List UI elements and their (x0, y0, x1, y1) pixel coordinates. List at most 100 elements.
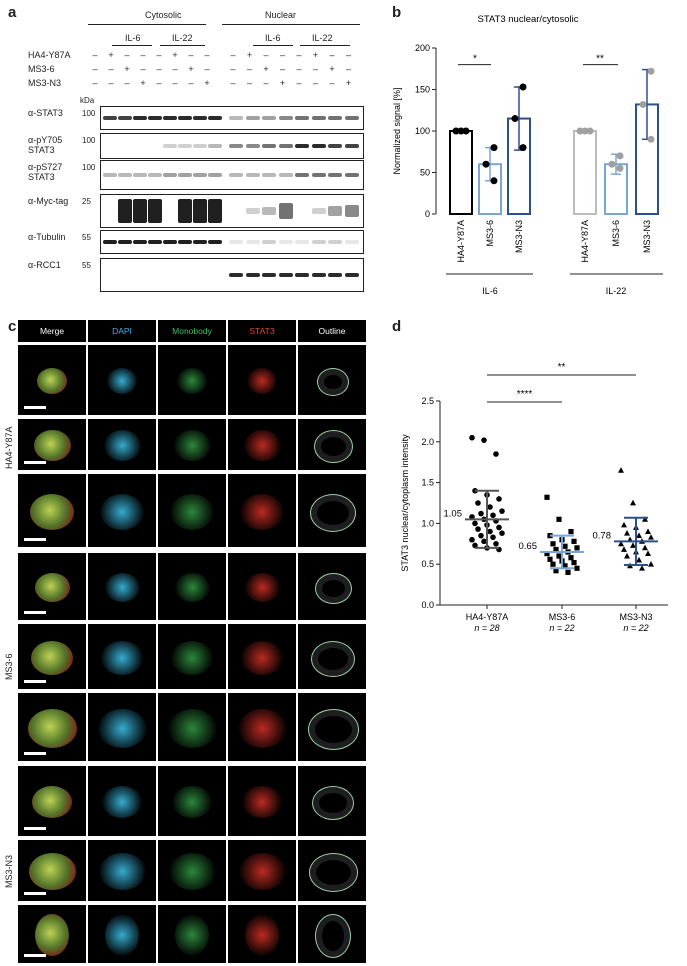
blot-band (193, 173, 207, 177)
il22-bracket-cyto (160, 45, 205, 46)
blot-band (178, 116, 192, 120)
blot-band (344, 273, 359, 277)
blot-band (229, 240, 243, 244)
data-point (618, 467, 624, 473)
channel-header: Merge (18, 320, 86, 342)
data-point (487, 504, 493, 510)
blot-band (245, 240, 260, 244)
blot-band (344, 240, 359, 244)
cell-signal (241, 640, 283, 675)
micrograph-tile (158, 624, 226, 689)
x-tick-label: MS3-N3 (619, 612, 652, 622)
condition-mark: – (188, 50, 194, 60)
blot-band (262, 144, 276, 148)
y-tick-label: 0.5 (421, 559, 434, 569)
scale-bar (24, 538, 46, 541)
condition-mark: + (312, 50, 319, 60)
cell-signal (167, 708, 217, 748)
data-point (487, 528, 493, 535)
bar-chart-title: STAT3 nuclear/cytosolic (477, 14, 578, 25)
micrograph-tile (88, 345, 156, 415)
data-point (472, 520, 478, 527)
microscopy-group-label: MS3-6 (4, 653, 14, 680)
data-point (581, 127, 589, 135)
y-tick-label: 0 (425, 209, 430, 219)
x-tick-label: MS3-N3 (642, 220, 652, 253)
data-point (478, 510, 484, 517)
scale-bar (24, 892, 46, 895)
data-point (568, 555, 574, 561)
data-point (490, 512, 496, 519)
cell-signal (240, 493, 284, 530)
condition-mark: – (92, 78, 98, 88)
condition-mark: – (230, 50, 236, 60)
blot-band (311, 173, 326, 177)
molecular-weight-label: 100 (82, 163, 96, 172)
cell-signal (311, 640, 355, 677)
condition-mark: – (140, 64, 146, 74)
blot-band (311, 116, 326, 120)
blot-band (163, 116, 177, 120)
condition-mark: + (140, 78, 146, 88)
x-tick-label: HA4-Y87A (466, 612, 509, 622)
micrograph-tile (298, 766, 366, 836)
blot-band (178, 173, 192, 177)
blot-band (163, 144, 177, 148)
data-point (616, 164, 624, 172)
micrograph-tile (18, 693, 86, 761)
cell-signal (101, 640, 143, 675)
data-point (544, 550, 550, 557)
blot-band (133, 116, 147, 120)
row-label-ha4: HA4-Y87A (28, 50, 71, 60)
micrograph-tile (228, 624, 296, 689)
cell-signal (313, 430, 353, 463)
data-point (630, 542, 636, 548)
blot-band (295, 116, 309, 120)
y-tick-label: 0.0 (421, 600, 434, 610)
micrograph-tile (18, 624, 86, 689)
blot-band (133, 198, 147, 224)
scale-bar (24, 680, 46, 683)
blot-band (178, 240, 192, 244)
condition-mark: – (172, 78, 178, 88)
sig-label: * (473, 54, 477, 65)
scale-bar (24, 954, 46, 957)
y-tick-label: 1.5 (421, 478, 434, 488)
micrograph-tile (298, 345, 366, 415)
blot-band (193, 116, 207, 120)
micrograph-tile (228, 905, 296, 963)
micrograph-tile (298, 553, 366, 620)
micrograph-tile (88, 840, 156, 901)
data-point (608, 160, 616, 168)
condition-mark: + (329, 64, 335, 74)
blot-band (148, 173, 162, 177)
data-point (490, 177, 498, 185)
condition-mark: – (329, 50, 335, 60)
blot-band (118, 198, 132, 224)
condition-mark: – (172, 64, 178, 74)
condition-mark: – (296, 64, 302, 74)
blot-band (295, 173, 309, 177)
il22-label-nuc: IL-22 (312, 33, 333, 43)
molecular-weight-label: 100 (82, 136, 96, 145)
cell-signal (30, 493, 74, 530)
mean-label: 1.05 (444, 508, 463, 519)
condition-mark: – (263, 50, 269, 60)
channel-header: Outline (298, 320, 366, 342)
cell-signal (34, 573, 70, 602)
data-point (648, 534, 654, 540)
data-point (618, 540, 624, 547)
sig-label: ** (596, 54, 604, 65)
x-tick-label: MS3-6 (549, 612, 576, 622)
data-point (511, 115, 519, 123)
data-point (630, 499, 636, 506)
antibody-label: α-RCC1 (28, 260, 61, 270)
blot-band (133, 240, 147, 244)
cell-signal (177, 368, 207, 394)
panel-label-b: b (392, 4, 402, 21)
channel-header: STAT3 (228, 320, 296, 342)
blot-band (193, 198, 207, 224)
cell-signal (314, 573, 352, 604)
micrograph-tile (158, 840, 226, 901)
micrograph-tile (228, 419, 296, 470)
